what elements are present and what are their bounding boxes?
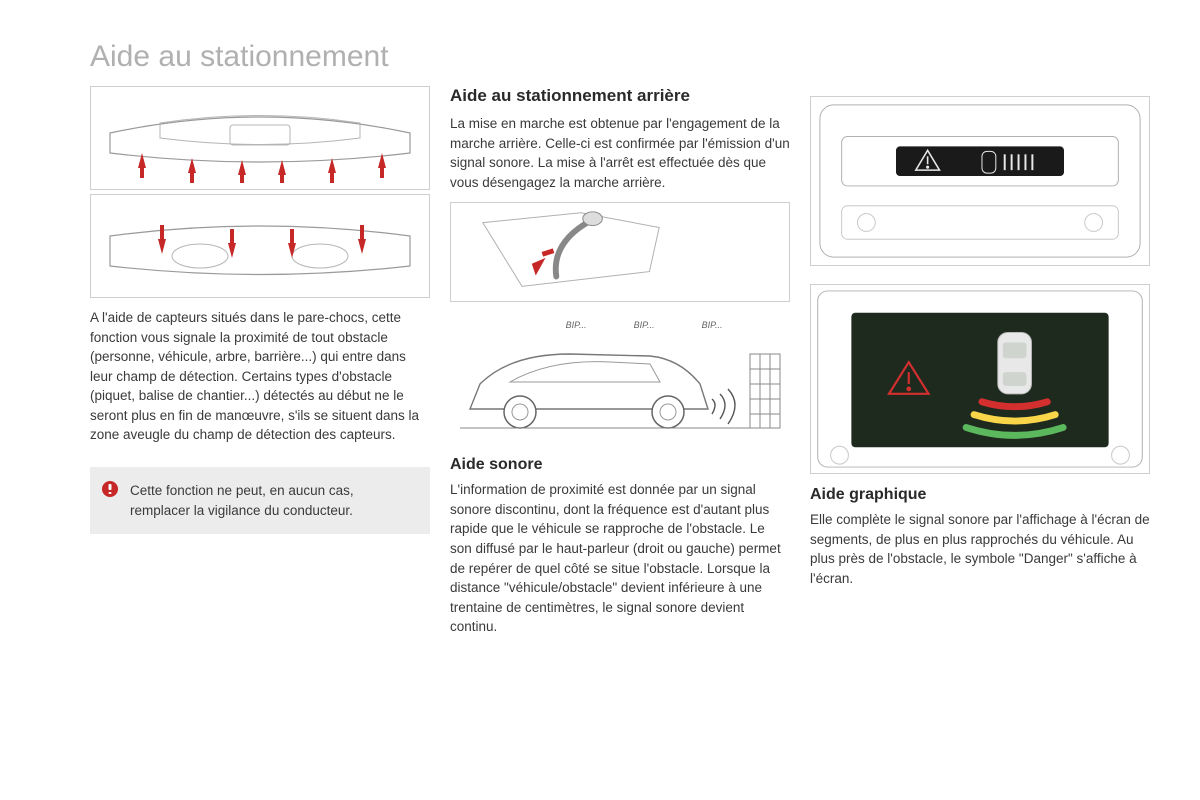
bip-2: BIP... — [634, 320, 655, 330]
audio-assist-heading: Aide sonore — [450, 456, 790, 474]
rear-assist-heading: Aide au stationnement arrière — [450, 86, 790, 106]
display-screen-diagram — [810, 284, 1150, 474]
car-side-diagram: BIP... BIP... BIP... — [450, 314, 790, 444]
warning-text: Cette fonction ne peut, en aucun cas, re… — [130, 481, 416, 520]
bip-1: BIP... — [566, 320, 587, 330]
rear-bumper-svg — [97, 201, 423, 291]
graphic-assist-heading: Aide graphique — [810, 486, 1150, 504]
gear-lever-diagram — [450, 202, 790, 302]
graphic-assist-body: Elle complète le signal sonore par l'aff… — [810, 510, 1150, 588]
audio-assist-body: L'information de proximité est donnée pa… — [450, 480, 790, 637]
front-bumper-diagram — [90, 86, 430, 190]
rear-assist-body: La mise en marche est obtenue par l'enga… — [450, 114, 790, 192]
intro-text: A l'aide de capteurs situés dans le pare… — [90, 308, 430, 445]
front-bumper-svg — [97, 93, 423, 183]
bip-3: BIP... — [702, 320, 723, 330]
warning-box: Cette fonction ne peut, en aucun cas, re… — [90, 467, 430, 534]
dashboard-cluster-diagram — [810, 96, 1150, 266]
columns: A l'aide de capteurs situés dans le pare… — [90, 86, 1150, 637]
page-title: Aide au stationnement — [90, 40, 1150, 74]
col-1: A l'aide de capteurs situés dans le pare… — [90, 86, 430, 637]
col-2: Aide au stationnement arrière La mise en… — [450, 86, 790, 637]
col-3: Aide graphique Elle complète le signal s… — [810, 86, 1150, 637]
rear-bumper-diagram — [90, 194, 430, 298]
warning-icon — [102, 481, 118, 497]
